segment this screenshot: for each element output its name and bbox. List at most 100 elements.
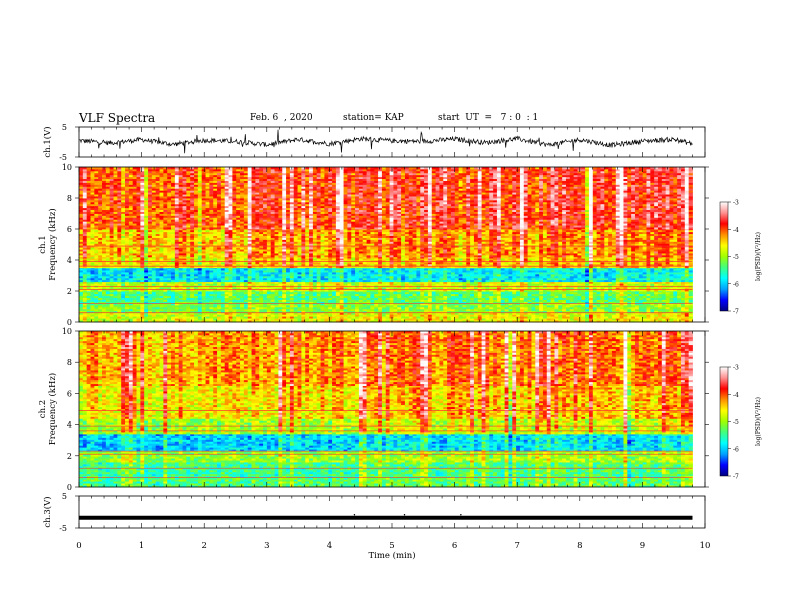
ch1-spectrogram-cell bbox=[374, 297, 379, 300]
ch1-spectrogram-cell bbox=[408, 299, 413, 302]
ch1-spectrogram-cell bbox=[220, 314, 226, 317]
ch1-spectrogram-cell bbox=[370, 308, 375, 312]
ch1-spectrogram-cell bbox=[217, 318, 222, 321]
ch1-spectrogram-cell bbox=[389, 291, 394, 293]
ch1-spectrogram-cell bbox=[263, 314, 268, 317]
ch1-spectrogram-cell bbox=[650, 314, 655, 317]
ch1-spectrogram-cell bbox=[485, 310, 490, 314]
ch1-spectrogram-cell bbox=[197, 289, 203, 292]
ch1-spectrogram-cell bbox=[684, 312, 690, 315]
ch1-spectrogram-cell bbox=[458, 295, 463, 298]
ch1-spectrogram-cell bbox=[94, 291, 99, 293]
ch1-spectrogram-cell bbox=[266, 293, 272, 297]
ch1-spectrogram-cell bbox=[669, 316, 674, 319]
ch1-spectrogram-cell bbox=[301, 297, 306, 300]
ch1-spectrogram-cell bbox=[316, 306, 321, 310]
ch1-spectrogram-cell bbox=[389, 299, 394, 302]
ch1-spectrogram-cell bbox=[358, 293, 364, 297]
ch1-spectrogram-cell bbox=[113, 314, 118, 317]
ch1-spectrogram-cell bbox=[669, 299, 674, 302]
ch1-spectrogram-cell bbox=[178, 291, 183, 293]
ch1-spectrogram-cell bbox=[274, 303, 279, 306]
ch1-spectrogram-cell bbox=[657, 320, 663, 323]
ch1-spectrogram-cell bbox=[657, 314, 663, 317]
ch1-spectrogram-cell bbox=[102, 301, 107, 304]
ch1-spectrogram-cell bbox=[600, 306, 605, 310]
ch1-spectrogram-cell bbox=[393, 312, 398, 315]
ch1-spectrogram-cell bbox=[447, 310, 452, 314]
ch1-spectrogram-cell bbox=[623, 299, 628, 302]
ch1-spectrogram-cell bbox=[615, 304, 621, 308]
ch1-spectrogram-cell bbox=[435, 291, 440, 293]
ch1-spectrogram-cell bbox=[332, 295, 337, 298]
ch1-spectrogram-cell bbox=[420, 304, 425, 308]
ch1-spectrogram-cell bbox=[577, 291, 582, 295]
ch1-spectrogram-cell bbox=[159, 312, 164, 315]
ch1-spectrogram-cell bbox=[435, 316, 440, 319]
ch1-spectrogram-cell bbox=[228, 295, 233, 298]
ch1-spectrogram-cell bbox=[355, 308, 360, 312]
ch1-spectrogram-cell bbox=[286, 303, 291, 306]
ch1-spectrogram-cell bbox=[86, 318, 91, 321]
ch1-spectrogram-cell bbox=[684, 316, 690, 319]
ch1-spectrogram-cell bbox=[358, 318, 364, 321]
ch1-spectrogram-cell bbox=[447, 304, 452, 308]
ch1-spectrogram-cell bbox=[197, 308, 203, 312]
ch1-spectrogram-cell bbox=[343, 299, 348, 302]
ch1-spectrogram-cell bbox=[608, 304, 613, 308]
ch1-spectrogram-cell bbox=[638, 301, 644, 304]
ch1-spectrogram-cell bbox=[240, 318, 245, 321]
ch1-spectrogram-cell bbox=[443, 312, 448, 315]
ch1-spectrogram-cell bbox=[94, 293, 99, 297]
ch1-spectrogram-cell bbox=[665, 291, 670, 295]
ch1-spectrogram-cell bbox=[688, 312, 693, 315]
ch1-spectrogram-cell bbox=[358, 316, 364, 319]
ch1-spectrogram-cell bbox=[677, 303, 682, 306]
ch1-spectrogram-cell bbox=[309, 297, 314, 300]
ch1-spectrogram-cell bbox=[657, 310, 663, 314]
ch1-spectrogram-cell bbox=[358, 299, 364, 302]
ch1-spectrogram-cell bbox=[163, 301, 168, 304]
ch1-spectrogram-cell bbox=[558, 314, 563, 317]
ch1-spectrogram-cell bbox=[351, 312, 356, 315]
ch1-spectrogram-cell bbox=[562, 299, 567, 302]
ch1-spectrogram-cell bbox=[654, 299, 659, 302]
ch1-spectrogram-cell bbox=[362, 320, 367, 323]
ch1-spectrogram-cell bbox=[228, 293, 233, 297]
ch1-spectrogram-cell bbox=[562, 314, 567, 317]
ch1-spectrogram-cell bbox=[650, 291, 655, 295]
ch1-spectrogram-cell bbox=[259, 303, 264, 306]
ch1-spectrogram-cell bbox=[266, 320, 272, 323]
ch1-spectrogram-cell bbox=[109, 314, 114, 317]
ch1-spectrogram-cell bbox=[117, 312, 122, 315]
ch1-spectrogram-cell bbox=[397, 291, 402, 293]
ch1-spectrogram-cell bbox=[255, 295, 260, 298]
ch1-spectrogram-cell bbox=[355, 306, 360, 310]
ch1-spectrogram-cell bbox=[401, 301, 406, 304]
ch1-spectrogram-cell bbox=[454, 295, 459, 298]
ch1-spectrogram-cell bbox=[136, 293, 141, 297]
ch1-spectrogram-cell bbox=[378, 312, 383, 315]
ch1-spectrogram-cell bbox=[270, 306, 275, 310]
ch1-spectrogram-cell bbox=[554, 306, 559, 310]
ch1-spectrogram-cell bbox=[427, 314, 433, 317]
ch1-spectrogram-cell bbox=[255, 304, 260, 308]
ch1-spectrogram-cell bbox=[343, 320, 348, 323]
ch1-spectrogram-cell bbox=[531, 310, 536, 314]
ch1-spectrogram-cell bbox=[220, 316, 226, 319]
ch1-spectrogram-cell bbox=[266, 297, 272, 300]
ch1-spectrogram-cell bbox=[224, 318, 229, 321]
ch1-spectrogram-cell bbox=[366, 293, 371, 297]
ch1-spectrogram-cell bbox=[171, 308, 176, 312]
ch1-spectrogram-cell bbox=[447, 314, 452, 317]
ch1-spectrogram-cell bbox=[374, 312, 379, 315]
ch1-spectrogram-cell bbox=[523, 295, 528, 298]
ch1-spectrogram-cell bbox=[247, 308, 252, 312]
ch1-spectrogram-cell bbox=[197, 303, 203, 306]
ch1-spectrogram-cell bbox=[573, 312, 578, 315]
ch1-spectrogram-cell bbox=[213, 320, 218, 323]
ch1-spectrogram-cell bbox=[485, 314, 490, 317]
ch1-spectrogram-cell bbox=[220, 308, 226, 312]
ch1-spectrogram-cell bbox=[132, 303, 137, 306]
